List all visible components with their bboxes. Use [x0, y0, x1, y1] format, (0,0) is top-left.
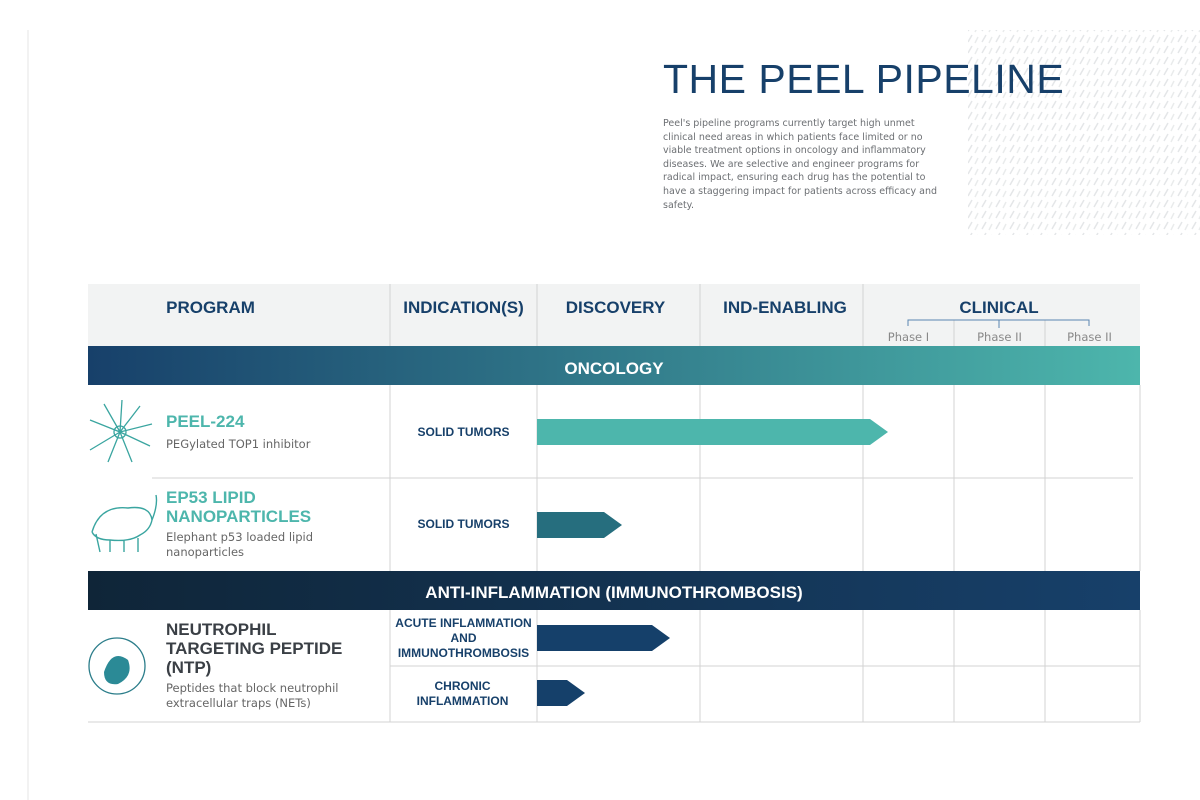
flower-icon — [89, 399, 153, 463]
column-header: PROGRAM — [166, 298, 255, 317]
clinical-bracket — [907, 319, 1090, 328]
indication: CHRONIC INFLAMMATION — [416, 679, 509, 708]
section-label: ONCOLOGY — [564, 359, 664, 378]
indication: ACUTE INFLAMMATION AND IMMUNOTHROMBOSIS — [395, 616, 532, 660]
program-name: EP53 LIPID NANOPARTICLES — [166, 488, 312, 526]
elephant-icon — [91, 494, 158, 553]
column-header: CLINICAL — [959, 298, 1039, 317]
indication: SOLID TUMORS — [417, 425, 510, 439]
program-description: Peptides that block neutrophil extracell… — [166, 681, 339, 710]
decor-pattern — [968, 30, 1200, 235]
cell-icon-core — [104, 656, 130, 685]
progress-bar — [537, 419, 888, 445]
progress-bar — [537, 680, 585, 706]
progress-bar — [537, 625, 670, 651]
cell-icon — [88, 637, 146, 695]
inflammation-band — [88, 571, 1140, 610]
description: Peel's pipeline programs currently targe… — [663, 118, 938, 211]
column-header: IND-ENABLING — [723, 298, 847, 317]
phase-label: Phase II — [1067, 330, 1112, 344]
section-label: ANTI-INFLAMMATION (IMMUNOTHROMBOSIS) — [425, 583, 803, 602]
progress-bar — [537, 512, 622, 538]
indication: SOLID TUMORS — [417, 517, 510, 531]
column-header: DISCOVERY — [565, 298, 666, 317]
program-description: Elephant p53 loaded lipid nanoparticles — [166, 530, 314, 559]
program-name: NEUTROPHIL TARGETING PEPTIDE (NTP) — [166, 620, 343, 677]
phase-label: Phase I — [887, 330, 930, 344]
program-description: PEGylated TOP1 inhibitor — [166, 437, 311, 451]
title: THE PEEL PIPELINE — [663, 56, 1065, 102]
column-header: INDICATION(S) — [403, 298, 524, 317]
phase-label: Phase II — [977, 330, 1022, 344]
header-row — [88, 284, 1140, 346]
grid — [88, 284, 1141, 723]
program-name: PEEL-224 — [166, 412, 245, 431]
oncology-band — [88, 346, 1140, 385]
